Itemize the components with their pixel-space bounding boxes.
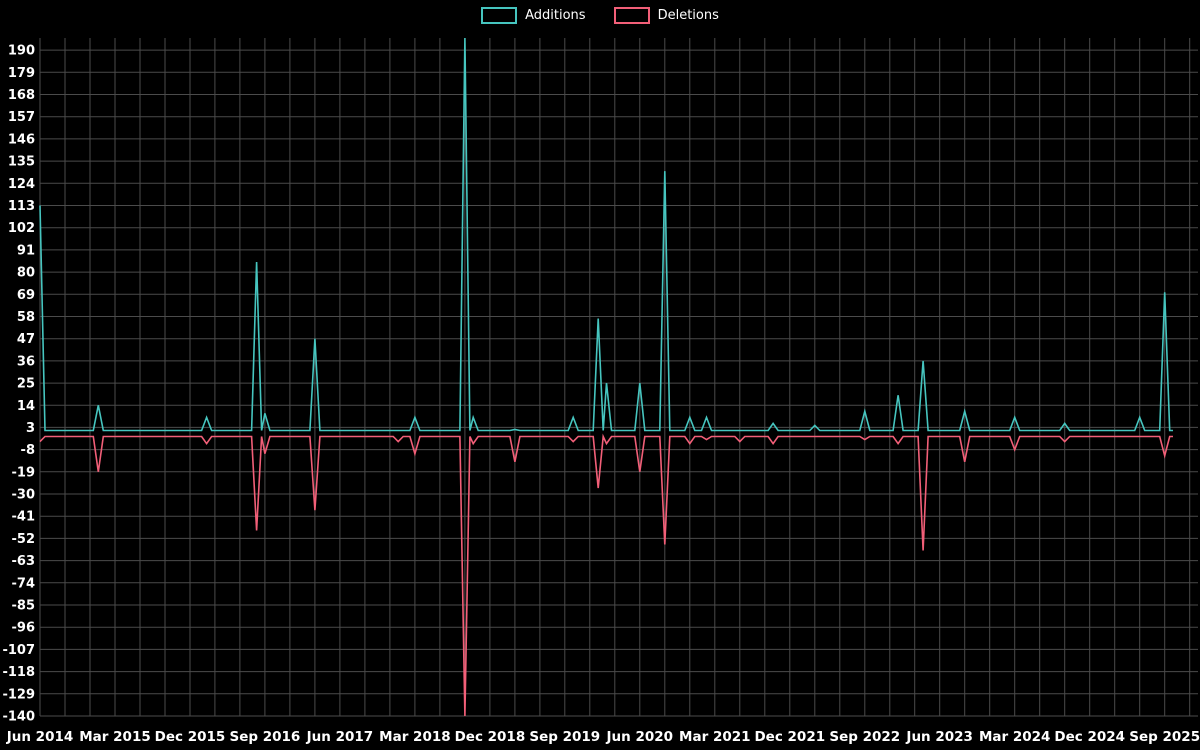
legend-item-additions[interactable]: Additions (481, 7, 586, 24)
x-tick-label: Dec 2015 (155, 729, 226, 745)
x-tick-label: Sep 2016 (229, 729, 300, 745)
y-tick-label: 3 (26, 421, 35, 436)
y-tick-label: 91 (17, 243, 35, 258)
y-tick-label: -74 (12, 576, 36, 591)
legend-item-deletions[interactable]: Deletions (613, 7, 719, 24)
y-tick-label: -107 (2, 643, 35, 658)
y-tick-label: 58 (17, 310, 35, 325)
x-tick-label: Dec 2021 (754, 729, 825, 745)
y-tick-label: 69 (17, 288, 35, 303)
y-tick-label: 179 (8, 66, 35, 81)
y-tick-label: -19 (12, 465, 36, 480)
x-tick-label: Jun 2023 (905, 729, 973, 745)
legend-label-additions: Additions (525, 8, 586, 23)
y-tick-label: 146 (8, 132, 35, 147)
x-tick-label: Mar 2018 (379, 729, 450, 745)
y-tick-label: 190 (8, 44, 35, 59)
y-tick-label: 80 (17, 266, 35, 281)
y-tick-label: 25 (17, 377, 35, 392)
y-tick-label: -30 (12, 488, 36, 503)
y-tick-label: -118 (2, 665, 35, 680)
y-tick-label: 102 (8, 221, 35, 236)
additions-swatch (481, 7, 518, 24)
y-tick-label: -63 (12, 554, 36, 569)
x-tick-label: Mar 2021 (679, 729, 750, 745)
y-tick-label: 14 (17, 399, 35, 414)
y-tick-label: 47 (17, 332, 35, 347)
y-tick-label: -129 (2, 687, 35, 702)
x-tick-label: Dec 2024 (1054, 729, 1125, 745)
y-tick-label: 168 (8, 88, 35, 103)
series-line-additions (39, 37, 1173, 432)
legend-label-deletions: Deletions (657, 8, 719, 23)
y-tick-label: -8 (21, 443, 35, 458)
y-tick-label: 113 (8, 199, 35, 214)
y-tick-label: -52 (12, 532, 36, 547)
x-tick-label: Dec 2018 (455, 729, 526, 745)
y-tick-label: -140 (2, 710, 35, 725)
y-tick-label: -96 (12, 621, 36, 636)
x-tick-label: Mar 2015 (79, 729, 150, 745)
y-tick-label: 124 (8, 177, 35, 192)
x-tick-label: Jun 2020 (606, 729, 674, 745)
y-tick-label: 157 (8, 110, 35, 125)
x-tick-label: Jun 2014 (6, 729, 74, 745)
x-tick-label: Jun 2017 (306, 729, 374, 745)
y-tick-label: 36 (17, 354, 35, 369)
x-tick-label: Mar 2024 (979, 729, 1050, 745)
chart-legend: Additions Deletions (0, 7, 1200, 24)
y-tick-label: 135 (8, 155, 35, 170)
y-tick-label: -85 (12, 599, 36, 614)
series-line-deletions (39, 433, 1173, 717)
x-tick-label: Sep 2019 (529, 729, 600, 745)
y-tick-label: -41 (12, 510, 36, 525)
x-tick-label: Sep 2022 (829, 729, 900, 745)
x-tick-label: Sep 2025 (1129, 729, 1200, 745)
deletions-swatch (613, 7, 650, 24)
